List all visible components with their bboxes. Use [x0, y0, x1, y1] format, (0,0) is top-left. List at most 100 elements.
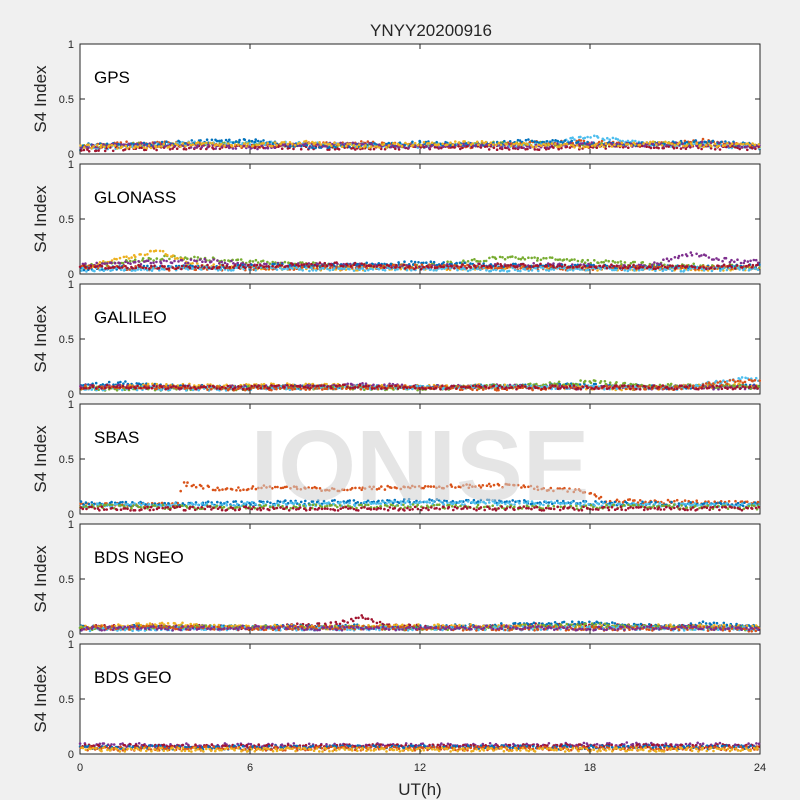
data-point [489, 141, 493, 144]
data-point [675, 146, 679, 150]
data-point [478, 262, 481, 266]
data-point [220, 142, 223, 146]
data-point [93, 269, 96, 273]
data-point [121, 266, 124, 269]
data-point [743, 259, 746, 263]
data-point [194, 265, 197, 268]
data-point [586, 140, 589, 144]
data-point [679, 147, 683, 150]
data-point [140, 146, 143, 149]
data-point [641, 266, 645, 269]
data-point [568, 265, 572, 269]
data-point [539, 144, 543, 148]
data-point [633, 269, 636, 272]
data-point [440, 267, 444, 271]
data-point [224, 138, 228, 142]
data-point [582, 145, 585, 149]
data-point [709, 266, 713, 270]
data-point [129, 262, 132, 266]
data-point [124, 260, 127, 264]
data-point [427, 142, 431, 145]
data-point [664, 140, 667, 144]
data-point [576, 383, 579, 386]
data-point [573, 258, 576, 261]
data-point [141, 266, 145, 270]
data-point [579, 139, 583, 142]
data-point [143, 253, 147, 257]
data-point [623, 381, 627, 385]
data-point [621, 146, 625, 149]
data-point [305, 266, 308, 270]
data-point [140, 142, 144, 145]
data-point [535, 145, 538, 148]
data-point [698, 266, 702, 269]
data-point [184, 262, 187, 265]
data-point [566, 269, 569, 272]
data-point [738, 383, 742, 387]
data-point [223, 261, 227, 265]
data-point [739, 261, 743, 265]
data-point [318, 267, 322, 271]
axes-box [79, 163, 761, 275]
data-point [134, 255, 137, 259]
data-point [227, 268, 230, 272]
data-point [200, 268, 203, 271]
data-point [623, 265, 627, 269]
data-point [411, 143, 415, 147]
data-point [249, 266, 252, 269]
data-point [307, 265, 311, 268]
data-point [341, 143, 345, 146]
data-point [359, 146, 362, 149]
data-point [298, 268, 302, 271]
data-point [753, 145, 756, 149]
data-point [339, 141, 342, 145]
data-point [476, 140, 479, 144]
data-point [668, 267, 672, 271]
data-point [527, 269, 530, 273]
data-point [126, 146, 129, 150]
data-point [184, 148, 188, 151]
data-point [251, 144, 255, 147]
data-point [208, 141, 212, 145]
data-point [211, 141, 214, 145]
data-point [489, 269, 493, 273]
data-point [652, 146, 656, 149]
data-point [387, 264, 391, 268]
data-point [463, 144, 467, 148]
data-point [257, 266, 261, 270]
data-point [369, 264, 373, 268]
data-point [607, 259, 610, 263]
data-point [190, 139, 194, 142]
data-point [400, 144, 404, 148]
data-point [187, 141, 191, 144]
data-point [398, 143, 401, 147]
data-point [672, 147, 676, 150]
data-point [492, 146, 496, 150]
data-point [268, 262, 272, 266]
data-point [673, 143, 676, 147]
data-point [328, 262, 332, 266]
data-point [118, 256, 122, 260]
data-point [233, 264, 237, 267]
data-point [619, 260, 623, 263]
data-point [251, 260, 255, 263]
data-point [233, 143, 237, 146]
data-point [162, 259, 166, 262]
data-point [748, 144, 752, 147]
data-point [530, 269, 534, 272]
data-point [341, 264, 345, 268]
data-point [203, 257, 207, 261]
data-point [575, 144, 579, 147]
data-point [527, 138, 530, 141]
data-point [633, 143, 637, 146]
data-point [396, 267, 399, 271]
data-point [291, 267, 294, 270]
y-tick-label: 1 [68, 159, 74, 171]
data-point [670, 142, 674, 146]
data-point [295, 266, 298, 270]
data-point [383, 147, 387, 151]
data-point [139, 265, 142, 268]
data-point [482, 264, 486, 268]
data-point [381, 268, 385, 272]
data-point [116, 381, 120, 385]
